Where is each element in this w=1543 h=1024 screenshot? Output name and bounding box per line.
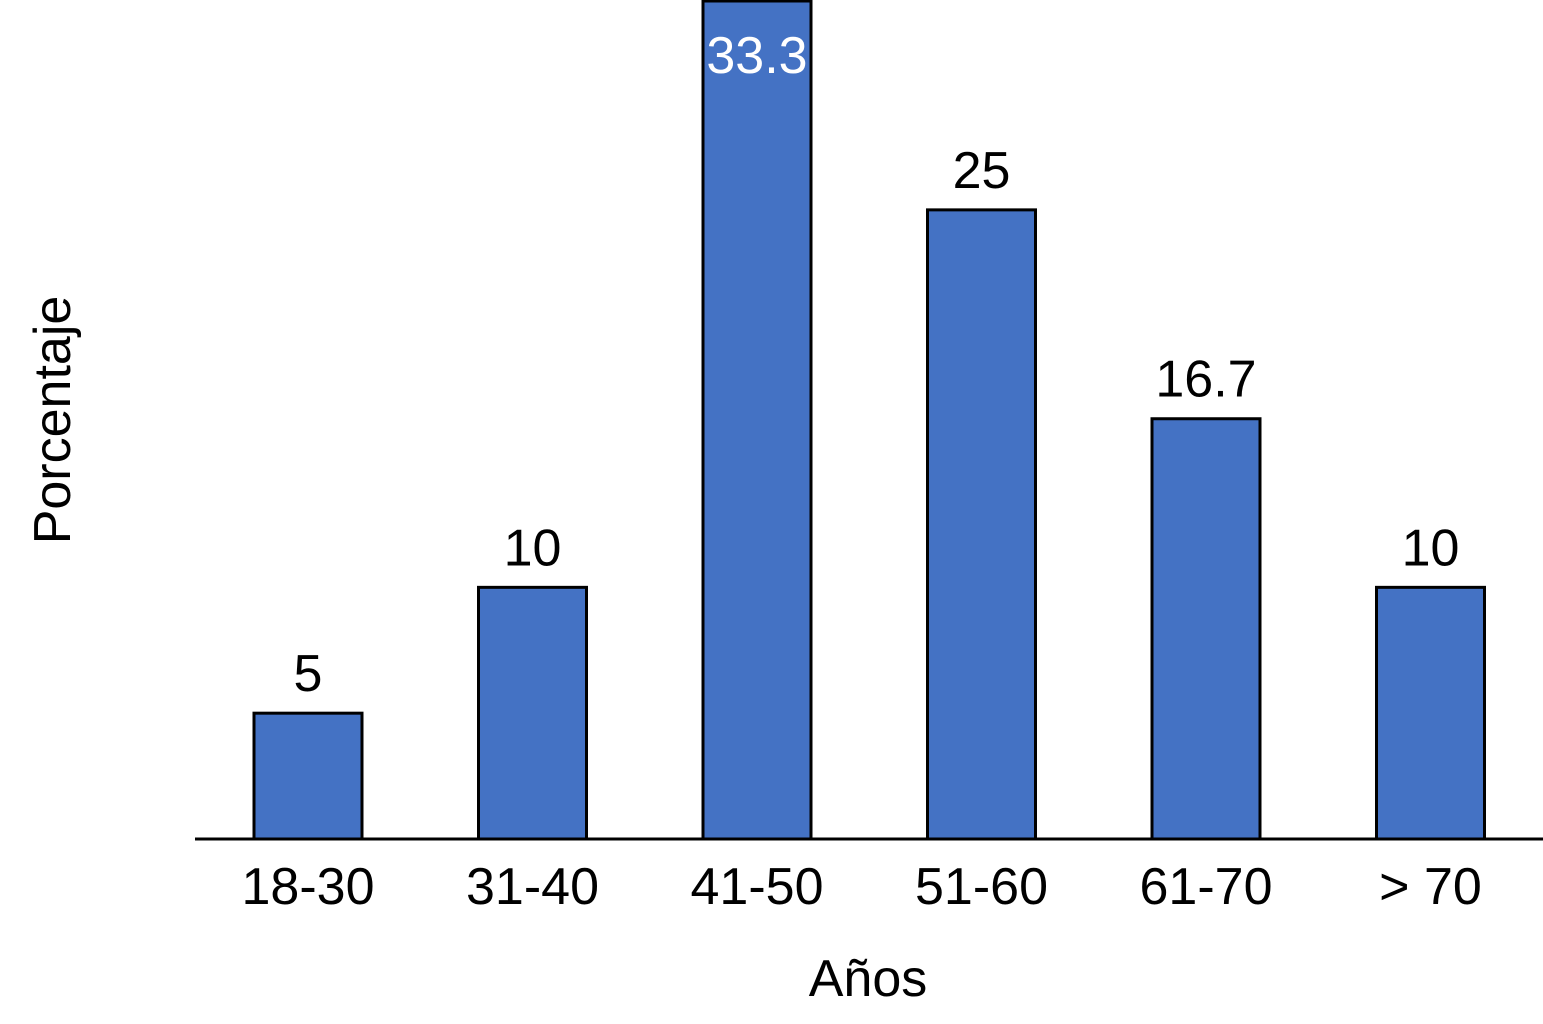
x-tick-label-group: 18-30 31-40 41-50 51-60 61-70 > 70: [242, 858, 1482, 916]
bar-51-60: [926, 208, 1037, 841]
x-tick-label: 31-40: [466, 858, 599, 916]
bar-group: [252, 0, 1486, 841]
data-label: 16.7: [1155, 351, 1256, 409]
data-label: 25: [953, 142, 1011, 200]
x-tick-label: 51-60: [915, 858, 1048, 916]
bar-61-70: [1150, 417, 1262, 841]
x-tick-label: > 70: [1379, 858, 1482, 916]
data-label: 33.3: [706, 27, 807, 85]
data-label-group: 5 10 33.3 25 16.7 10: [294, 27, 1460, 703]
bar-31-40: [477, 585, 588, 841]
x-tick-label: 61-70: [1140, 858, 1273, 916]
x-tick-label: 41-50: [691, 858, 824, 916]
bar-70: [1375, 585, 1486, 841]
x-tick-label: 18-30: [242, 858, 375, 916]
y-axis-title: Porcentaje: [24, 296, 82, 545]
bar-41-50: [701, 0, 813, 841]
bar-18-30: [252, 711, 364, 841]
data-label: 10: [504, 519, 562, 577]
data-label: 10: [1402, 519, 1460, 577]
data-label: 5: [294, 645, 323, 703]
x-axis-title: Años: [809, 950, 928, 1008]
